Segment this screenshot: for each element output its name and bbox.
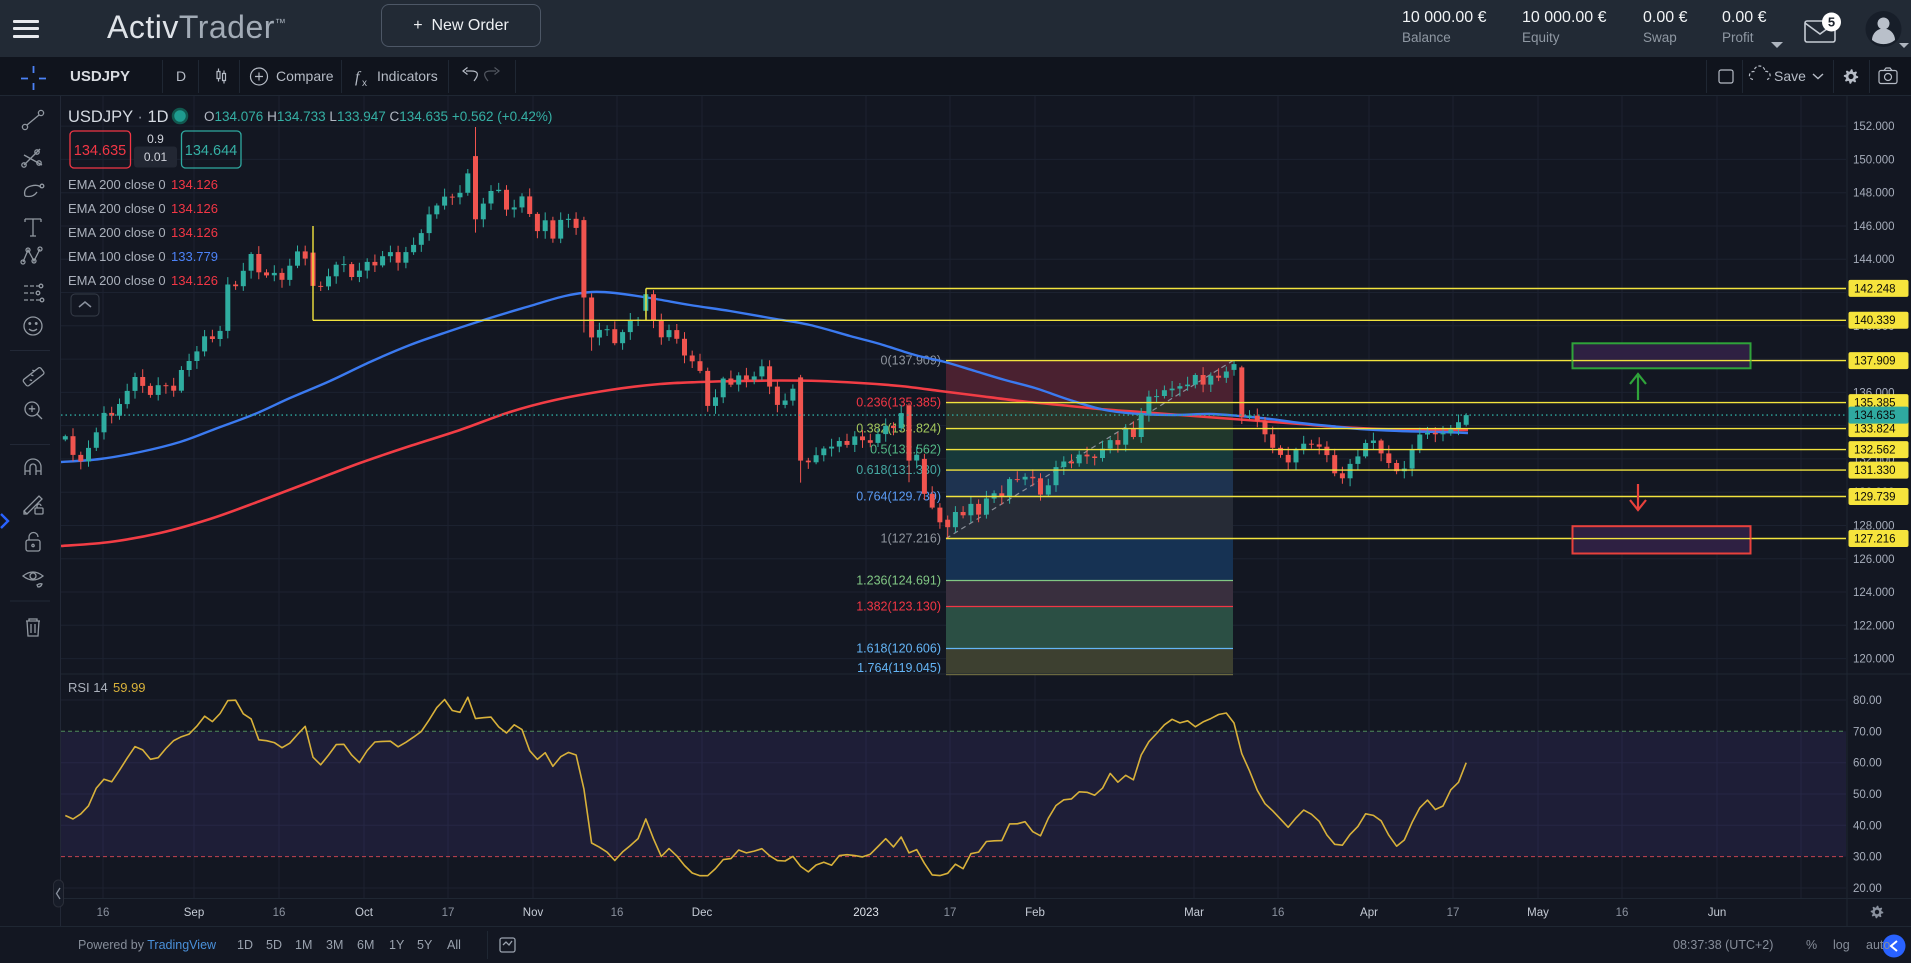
svg-text:Apr: Apr (1360, 907, 1378, 919)
svg-text:122.000: 122.000 (1853, 620, 1895, 632)
svg-text:146.000: 146.000 (1853, 221, 1895, 233)
svg-text:16: 16 (97, 907, 110, 919)
svg-text:1.382(123.130): 1.382(123.130) (856, 600, 941, 614)
svg-text:Jun: Jun (1708, 907, 1727, 919)
svg-text:0.01: 0.01 (144, 150, 168, 164)
svg-text:60.00: 60.00 (1853, 758, 1882, 770)
svg-text:0(137.909): 0(137.909) (881, 354, 941, 368)
svg-text:16: 16 (1616, 907, 1629, 919)
svg-text:0.236(135.385): 0.236(135.385) (856, 396, 941, 410)
svg-text:129.739: 129.739 (1854, 492, 1896, 504)
svg-text:140.339: 140.339 (1854, 315, 1896, 327)
svg-text:120.000: 120.000 (1853, 654, 1895, 666)
svg-text:50.00: 50.00 (1853, 789, 1882, 801)
svg-text:70.00: 70.00 (1853, 726, 1882, 738)
svg-text:131.330: 131.330 (1854, 465, 1896, 477)
svg-text:Oct: Oct (355, 907, 374, 919)
svg-text:144.000: 144.000 (1853, 254, 1895, 266)
svg-text:Sep: Sep (184, 907, 204, 919)
svg-text:134.126: 134.126 (171, 177, 218, 192)
svg-text:EMA 100 close 0: EMA 100 close 0 (68, 249, 166, 264)
svg-text:40.00: 40.00 (1853, 820, 1882, 832)
svg-text:134.635: 134.635 (1854, 410, 1896, 422)
svg-text:16: 16 (611, 907, 624, 919)
svg-text:Dec: Dec (692, 907, 713, 919)
svg-text:132.562: 132.562 (1854, 445, 1896, 457)
svg-text:0.764(129.739): 0.764(129.739) (856, 490, 941, 504)
svg-text:133.779: 133.779 (171, 249, 218, 264)
svg-text:0.618(131.330): 0.618(131.330) (856, 463, 941, 477)
svg-text:137.909: 137.909 (1854, 356, 1896, 368)
svg-text:Mar: Mar (1184, 907, 1204, 919)
svg-text:17: 17 (442, 907, 455, 919)
svg-text:30.00: 30.00 (1853, 852, 1882, 864)
svg-text:USDJPY · 1D: USDJPY · 1D (68, 108, 169, 126)
svg-text:134.635: 134.635 (74, 143, 126, 159)
svg-text:127.216: 127.216 (1854, 534, 1896, 546)
svg-text:2023: 2023 (853, 907, 879, 919)
svg-text:RSI 14: RSI 14 (68, 680, 108, 695)
svg-text:142.248: 142.248 (1854, 283, 1896, 295)
svg-text:1.618(120.606): 1.618(120.606) (856, 642, 941, 656)
svg-text:1.764(119.045): 1.764(119.045) (857, 661, 941, 675)
svg-text:1(127.216): 1(127.216) (881, 532, 941, 546)
svg-text:17: 17 (944, 907, 957, 919)
svg-text:EMA 200 close 0: EMA 200 close 0 (68, 201, 166, 216)
svg-text:1.236(124.691): 1.236(124.691) (856, 574, 941, 588)
svg-text:134.126: 134.126 (171, 201, 218, 216)
svg-text:May: May (1527, 907, 1549, 919)
svg-text:5: 5 (1828, 15, 1835, 30)
svg-text:f: f (355, 69, 362, 86)
svg-text:0.382(133.824): 0.382(133.824) (856, 422, 941, 436)
svg-text:EMA 200 close 0: EMA 200 close 0 (68, 225, 166, 240)
svg-text:0.9: 0.9 (147, 132, 164, 146)
svg-text:126.000: 126.000 (1853, 554, 1895, 566)
svg-text:59.99: 59.99 (113, 680, 146, 695)
svg-text:148.000: 148.000 (1853, 188, 1895, 200)
svg-text:134.126: 134.126 (171, 225, 218, 240)
svg-text:133.824: 133.824 (1854, 424, 1896, 436)
svg-text:O134.076 H134.733 L133.947 C13: O134.076 H134.733 L133.947 C134.635 +0.5… (204, 109, 552, 124)
svg-text:80.00: 80.00 (1853, 695, 1882, 707)
svg-text:Nov: Nov (523, 907, 544, 919)
svg-text:16: 16 (273, 907, 286, 919)
svg-text:Feb: Feb (1025, 907, 1045, 919)
svg-text:16: 16 (1272, 907, 1285, 919)
svg-text:128.000: 128.000 (1853, 521, 1895, 533)
svg-text:20.00: 20.00 (1853, 883, 1882, 895)
svg-text:134.644: 134.644 (185, 143, 237, 159)
svg-text:124.000: 124.000 (1853, 587, 1895, 599)
svg-text:134.126: 134.126 (171, 273, 218, 288)
svg-text:EMA 200 close 0: EMA 200 close 0 (68, 177, 166, 192)
svg-text:EMA 200 close 0: EMA 200 close 0 (68, 273, 166, 288)
svg-text:150.000: 150.000 (1853, 154, 1895, 166)
svg-text:x: x (362, 78, 367, 89)
svg-text:17: 17 (1447, 907, 1460, 919)
svg-text:0.5(132.562): 0.5(132.562) (870, 443, 941, 457)
svg-text:152.000: 152.000 (1853, 121, 1895, 133)
